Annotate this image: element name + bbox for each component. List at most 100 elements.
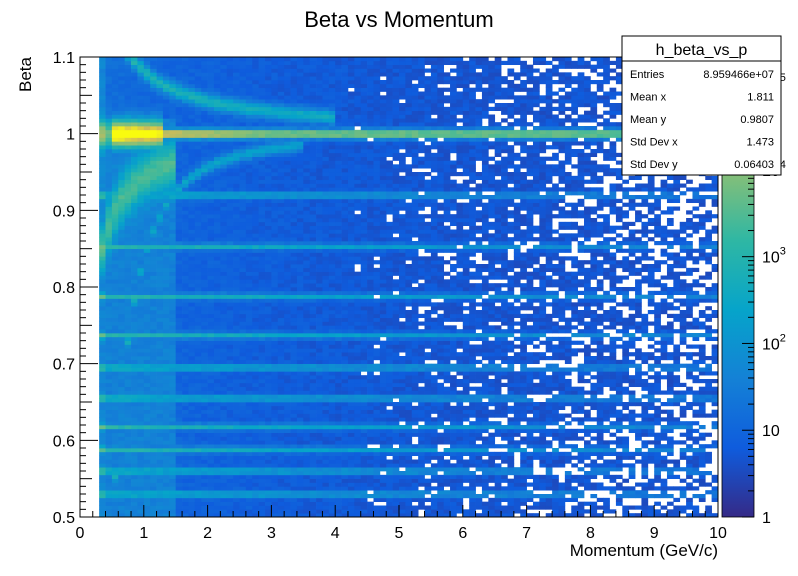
heatmap-cell — [201, 321, 208, 326]
heatmap-cell — [322, 290, 330, 296]
heatmap-cell — [360, 248, 368, 253]
heatmap-cell — [156, 164, 164, 169]
heatmap-cell — [233, 114, 240, 119]
heatmap-cell — [175, 367, 183, 372]
heatmap-cell — [322, 95, 330, 100]
heatmap-cell — [169, 156, 177, 161]
heatmap-cell — [284, 386, 291, 391]
heatmap-cell — [309, 225, 317, 230]
heatmap-cell — [111, 260, 119, 265]
heatmap-cell — [118, 87, 126, 92]
heatmap-cell — [182, 248, 189, 253]
heatmap-cell — [169, 141, 177, 146]
heatmap-cell — [182, 421, 189, 426]
heatmap-cell — [124, 218, 132, 223]
heatmap-cell — [341, 118, 349, 123]
heatmap-cell — [213, 448, 221, 453]
heatmap-cell — [360, 264, 368, 269]
heatmap-cell — [265, 106, 272, 112]
heatmap-cell — [296, 409, 304, 414]
heatmap-cell — [271, 501, 279, 506]
heatmap-cell — [175, 294, 183, 299]
heatmap-cell — [175, 474, 183, 480]
heatmap-cell — [213, 375, 221, 380]
heatmap-cell — [226, 294, 234, 299]
heatmap-cell — [118, 375, 126, 380]
heatmap-cell — [105, 428, 113, 434]
heatmap-cell — [284, 390, 291, 395]
heatmap-cell — [265, 175, 272, 181]
heatmap-cell — [169, 363, 177, 368]
heatmap-cell — [150, 413, 157, 418]
heatmap-cell — [335, 448, 342, 453]
heatmap-cell — [201, 244, 208, 250]
heatmap-cell — [290, 264, 298, 269]
heatmap-cell — [194, 260, 202, 265]
heatmap-cell — [328, 317, 336, 322]
heatmap-cell — [290, 80, 298, 85]
heatmap-cell — [341, 244, 349, 250]
heatmap-cell — [347, 509, 355, 514]
heatmap-cell — [290, 317, 298, 322]
heatmap-cell — [296, 122, 304, 127]
heatmap-cell — [322, 118, 330, 123]
heatmap-cell — [182, 152, 189, 158]
heatmap-cell — [226, 313, 234, 319]
heatmap-cell — [290, 382, 298, 388]
heatmap-cell — [252, 471, 259, 476]
heatmap-cell — [328, 87, 336, 92]
heatmap-cell — [194, 505, 202, 510]
heatmap-cell — [347, 290, 355, 296]
heatmap-cell — [201, 317, 208, 322]
heatmap-cell — [284, 260, 291, 265]
heatmap-cell — [162, 478, 170, 483]
heatmap-cell — [156, 149, 164, 154]
heatmap-cell — [226, 436, 234, 441]
heatmap-cell — [111, 279, 119, 284]
heatmap-cell — [347, 310, 355, 315]
heatmap-cell — [341, 145, 349, 150]
heatmap-cell — [118, 103, 126, 108]
heatmap-cell — [111, 386, 119, 391]
heatmap-cell — [296, 149, 304, 154]
heatmap-cell — [347, 471, 355, 476]
heatmap-cell — [245, 195, 253, 200]
heatmap-cell — [188, 110, 196, 115]
heatmap-cell — [220, 379, 228, 384]
heatmap-cell — [118, 179, 126, 184]
heatmap-cell — [111, 60, 119, 66]
heatmap-cell — [118, 106, 126, 112]
heatmap-cell — [341, 279, 349, 284]
heatmap-cell — [303, 436, 311, 441]
heatmap-cell — [194, 455, 202, 460]
heatmap-cell — [143, 302, 151, 307]
heatmap-cell — [182, 509, 189, 514]
heatmap-cell — [150, 248, 157, 253]
heatmap-cell — [239, 72, 247, 77]
heatmap-cell — [303, 336, 311, 342]
heatmap-cell — [277, 494, 285, 499]
heatmap-cell — [239, 198, 247, 204]
heatmap-cell — [156, 279, 164, 284]
heatmap-cell — [258, 168, 266, 173]
heatmap-cell — [194, 382, 202, 388]
heatmap-cell — [169, 164, 177, 169]
heatmap-cell — [335, 336, 342, 342]
heatmap-cell — [131, 106, 138, 112]
heatmap-cell — [347, 321, 355, 326]
heatmap-cell — [341, 175, 349, 181]
heatmap-cell — [162, 279, 170, 284]
heatmap-cell — [316, 141, 323, 146]
heatmap-cell — [265, 440, 272, 445]
heatmap-cell — [137, 172, 145, 177]
heatmap-cell — [335, 118, 342, 123]
heatmap-cell — [131, 175, 138, 181]
heatmap-cell — [137, 367, 145, 372]
heatmap-cell — [277, 340, 285, 345]
heatmap-cell — [131, 126, 138, 131]
heatmap-cell — [303, 206, 311, 211]
heatmap-cell — [150, 329, 157, 334]
heatmap-cell — [354, 183, 362, 188]
heatmap-cell — [309, 183, 317, 188]
heatmap-cell — [252, 202, 259, 207]
